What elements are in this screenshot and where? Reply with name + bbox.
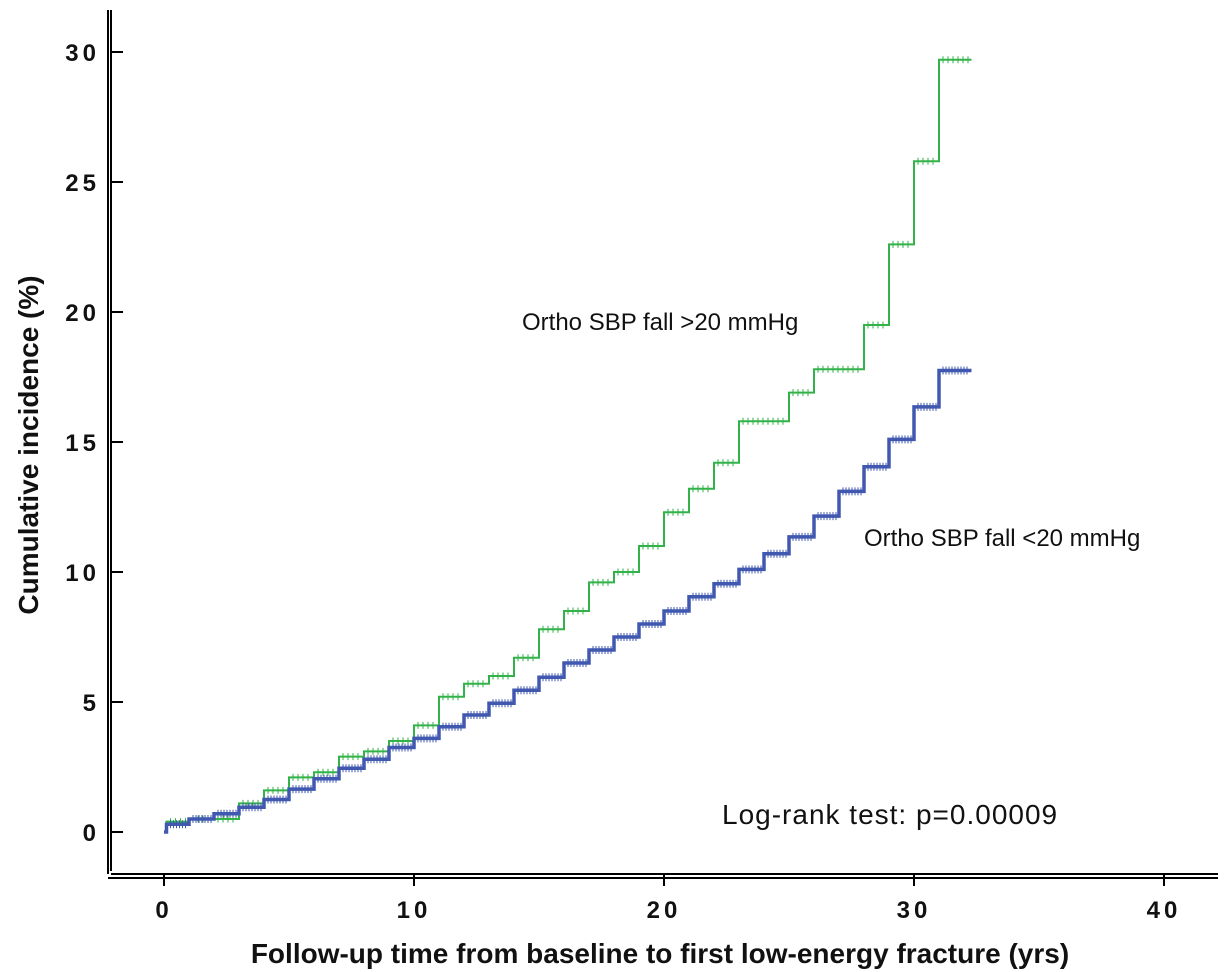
series-step-line (164, 368, 972, 834)
y-tick-label: 30 (65, 40, 100, 67)
y-axis-title: Cumulative incidence (%) (13, 275, 44, 614)
censor-marks (170, 366, 968, 829)
x-tick-label: 30 (897, 897, 932, 924)
x-axis-title: Follow-up time from baseline to first lo… (251, 938, 1069, 969)
logrank-annotation: Log-rank test: p=0.00009 (722, 799, 1058, 830)
x-tick-label: 20 (647, 897, 682, 924)
x-tick-label: 0 (155, 897, 172, 924)
series-layer (164, 56, 972, 834)
label-high-series: Ortho SBP fall >20 mmHg (522, 309, 798, 336)
series-step-line (164, 58, 972, 833)
x-ticks: 0 10 20 30 40 (155, 874, 1182, 924)
series-1 (164, 56, 972, 833)
y-tick-label: 20 (65, 300, 100, 327)
series-2 (164, 366, 972, 834)
y-tick-label: 15 (65, 430, 100, 457)
x-tick-label: 10 (397, 897, 432, 924)
y-tick-label: 25 (65, 170, 100, 197)
y-tick-label: 10 (65, 560, 100, 587)
y-ticks: 0 5 10 15 20 25 30 (65, 40, 123, 847)
y-tick-label: 0 (83, 820, 100, 847)
y-tick-label: 5 (83, 690, 100, 717)
x-tick-label: 40 (1147, 897, 1182, 924)
label-low-series: Ortho SBP fall <20 mmHg (864, 525, 1140, 552)
censor-marks (170, 56, 969, 826)
